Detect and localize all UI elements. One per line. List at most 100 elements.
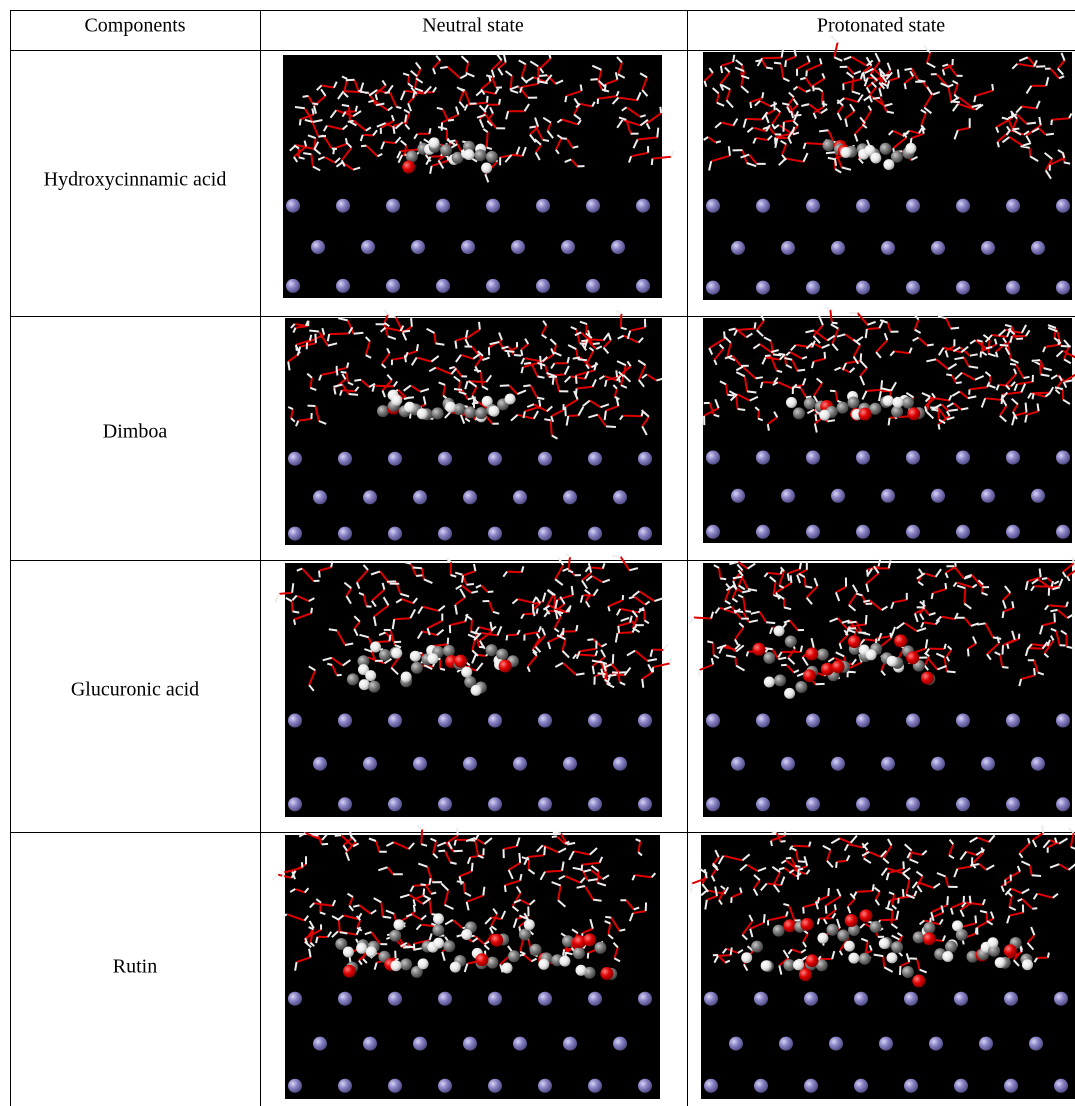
- molecule-carbon: [368, 681, 380, 693]
- lattice-atom: [706, 797, 720, 811]
- lattice-atom: [881, 241, 895, 255]
- molecule-hydrogen: [417, 408, 428, 419]
- lattice-atom: [588, 452, 602, 466]
- lattice-atom: [388, 797, 402, 811]
- component-name: Rutin: [113, 956, 157, 978]
- lattice-atom: [1056, 714, 1070, 728]
- molecule-hydrogen: [793, 959, 804, 970]
- molecule-hydrogen: [883, 395, 894, 406]
- lattice-atom: [413, 757, 427, 771]
- lattice-atom: [438, 452, 452, 466]
- lattice-atom: [1006, 199, 1020, 213]
- lattice-atom: [586, 279, 600, 293]
- molecule-hydrogen: [887, 656, 898, 667]
- lattice-atom: [638, 452, 652, 466]
- lattice-atom: [363, 490, 377, 504]
- lattice-atom: [731, 757, 745, 771]
- lattice-atom: [313, 1037, 327, 1051]
- snapshot-image: [691, 825, 1075, 1099]
- molecule-carbon: [848, 397, 860, 409]
- molecule-carbon: [411, 662, 423, 674]
- molecule-carbon: [795, 681, 807, 693]
- molecule-hydrogen: [840, 147, 851, 158]
- lattice-atom: [513, 1037, 527, 1051]
- lattice-atom: [806, 714, 820, 728]
- lattice-atom: [288, 527, 302, 541]
- lattice-atom: [636, 279, 650, 293]
- molecule-oxygen: [921, 672, 934, 685]
- molecule-carbon: [496, 649, 508, 661]
- lattice-atom: [806, 451, 820, 465]
- molecule-hydrogen: [784, 688, 795, 699]
- lattice-atom: [954, 992, 968, 1006]
- molecule-hydrogen: [905, 143, 916, 154]
- snapshot-background: [703, 318, 1072, 543]
- molecule-carbon: [379, 649, 391, 661]
- lattice-atom: [411, 240, 425, 254]
- lattice-atom: [704, 992, 718, 1006]
- lattice-atom: [1056, 797, 1070, 811]
- lattice-atom: [1006, 714, 1020, 728]
- molecule-carbon: [763, 652, 775, 664]
- molecule-carbon: [827, 924, 839, 936]
- molecule-hydrogen: [418, 958, 429, 969]
- snapshot-image: [275, 554, 671, 817]
- lattice-atom: [488, 992, 502, 1006]
- lattice-atom: [1031, 489, 1045, 503]
- molecule-carbon: [837, 402, 849, 414]
- lattice-atom: [906, 525, 920, 539]
- molecule-hydrogen: [401, 672, 412, 683]
- molecule-carbon: [793, 407, 805, 419]
- lattice-atom: [929, 1037, 943, 1051]
- component-name: Dimboa: [103, 421, 168, 443]
- lattice-atom: [706, 714, 720, 728]
- molecule-oxygen: [799, 968, 812, 981]
- lattice-atom: [1056, 199, 1070, 213]
- lattice-atom: [488, 1079, 502, 1093]
- molecule-hydrogen: [394, 919, 405, 930]
- snapshot-image: [285, 310, 662, 545]
- molecule-hydrogen: [761, 960, 772, 971]
- lattice-atom: [779, 1037, 793, 1051]
- molecule-hydrogen: [538, 959, 549, 970]
- lattice-atom: [638, 992, 652, 1006]
- molecule-oxygen: [906, 651, 919, 664]
- molecule-carbon: [817, 649, 829, 661]
- molecule-oxygen: [1004, 944, 1017, 957]
- molecule-hydrogen: [942, 951, 953, 962]
- molecule-oxygen: [801, 918, 814, 931]
- lattice-atom: [1029, 1037, 1043, 1051]
- molecule-carbon: [347, 673, 359, 685]
- lattice-atom: [538, 714, 552, 728]
- molecule-carbon: [902, 397, 914, 409]
- lattice-atom: [979, 1037, 993, 1051]
- lattice-atom: [638, 797, 652, 811]
- lattice-atom: [388, 714, 402, 728]
- lattice-atom: [931, 489, 945, 503]
- lattice-atom: [931, 757, 945, 771]
- molecule-hydrogen: [774, 626, 785, 637]
- lattice-atom: [438, 992, 452, 1006]
- molecule-carbon: [440, 144, 452, 156]
- molecule-hydrogen: [366, 946, 377, 957]
- molecule-hydrogen: [892, 397, 903, 408]
- lattice-atom: [638, 714, 652, 728]
- lattice-atom: [1006, 797, 1020, 811]
- lattice-atom: [538, 1079, 552, 1093]
- lattice-atom: [879, 1037, 893, 1051]
- molecule-carbon: [486, 151, 498, 163]
- molecule-hydrogen: [887, 952, 898, 963]
- molecule-hydrogen: [391, 648, 402, 659]
- lattice-atom: [1006, 451, 1020, 465]
- molecule-carbon: [400, 958, 412, 970]
- molecule-oxygen: [845, 914, 858, 927]
- lattice-atom: [538, 992, 552, 1006]
- molecule-hydrogen: [1022, 959, 1033, 970]
- molecule-carbon: [774, 674, 786, 686]
- molecule-oxygen: [803, 669, 816, 682]
- lattice-atom: [829, 1037, 843, 1051]
- lattice-atom: [286, 279, 300, 293]
- lattice-atom: [388, 992, 402, 1006]
- lattice-atom: [288, 714, 302, 728]
- lattice-atom: [956, 451, 970, 465]
